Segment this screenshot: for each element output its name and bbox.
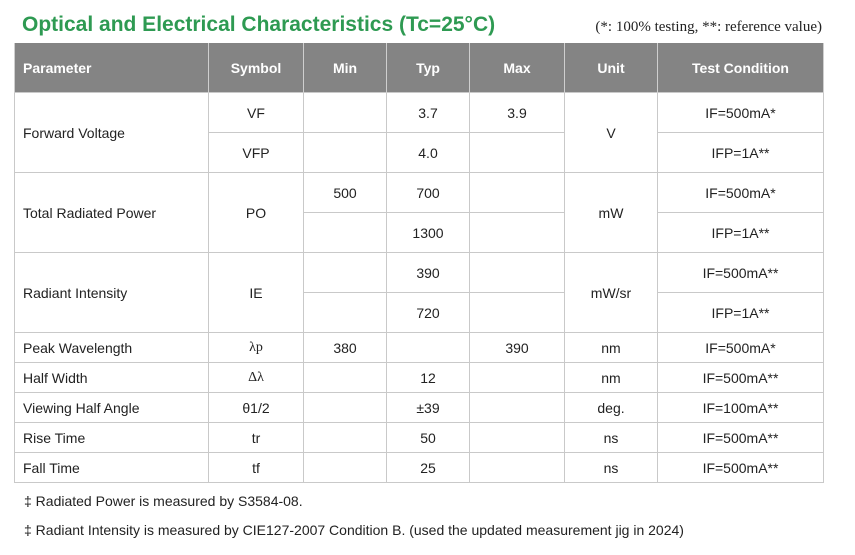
table-row: Viewing Half Angle θ1/2 ±39 deg. IF=100m… [14,392,824,423]
parameter-cell: Peak Wavelength [14,332,209,363]
symbol-cell: tr [208,422,304,453]
max-cell [469,132,565,173]
min-cell [303,212,387,253]
max-cell [469,212,565,253]
unit-cell: ns [564,422,658,453]
typ-cell: 1300 [386,212,470,253]
typ-cell: 4.0 [386,132,470,173]
table-row: Peak Wavelength λp 380 390 nm IF=500mA* [14,332,824,363]
max-cell [469,392,565,423]
min-cell [303,362,387,393]
typ-cell: 3.7 [386,92,470,133]
symbol-cell: PO [208,172,304,253]
header-typ: Typ [386,43,470,93]
max-cell [469,292,565,333]
condition-cell: IFP=1A** [657,132,824,173]
condition-cell: IF=500mA* [657,332,824,363]
condition-cell: IFP=1A** [657,292,824,333]
max-cell [469,422,565,453]
max-cell [469,172,565,213]
symbol-cell: λp [208,332,304,363]
parameter-cell: Forward Voltage [14,92,209,173]
typ-cell: 50 [386,422,470,453]
unit-cell: mW/sr [564,252,658,333]
table-row: Half Width Δλ 12 nm IF=500mA** [14,362,824,393]
typ-cell: 12 [386,362,470,393]
condition-cell: IF=500mA* [657,92,824,133]
parameter-cell: Rise Time [14,422,209,453]
min-cell: 500 [303,172,387,213]
min-cell [303,292,387,333]
max-cell [469,362,565,393]
typ-cell: 700 [386,172,470,213]
unit-cell: V [564,92,658,173]
condition-cell: IF=500mA* [657,172,824,213]
table-row: 720 IFP=1A** [15,292,824,333]
parameter-cell: Fall Time [14,452,209,483]
min-cell: 380 [303,332,387,363]
table-row: Radiant Intensity IE 390 mW/sr IF=500mA*… [14,252,824,333]
min-cell [303,422,387,453]
min-cell [303,392,387,423]
unit-cell: deg. [564,392,658,423]
condition-cell: IF=500mA** [657,452,824,483]
parameter-cell: Viewing Half Angle [14,392,209,423]
typ-cell: 390 [386,252,470,293]
table-row: Total Radiated Power PO 500 700 mW IF=50… [14,172,824,253]
symbol-cell: VF [208,92,304,133]
condition-cell: IF=500mA** [657,252,824,293]
table-row: Rise Time tr 50 ns IF=500mA** [14,422,824,453]
min-cell [303,132,387,173]
header-test-condition: Test Condition [657,43,824,93]
typ-cell: ±39 [386,392,470,423]
unit-cell: mW [564,172,658,253]
page-title: Optical and Electrical Characteristics (… [22,13,496,36]
table-header-row: Parameter Symbol Min Typ Max Unit Test C… [14,43,824,93]
max-cell [469,452,565,483]
header-symbol: Symbol [208,43,304,93]
min-cell [303,252,387,293]
typ-cell: 25 [386,452,470,483]
max-cell [469,252,565,293]
symbol-cell: Δλ [208,362,304,393]
min-cell [303,92,387,133]
characteristics-table: Parameter Symbol Min Typ Max Unit Test C… [14,43,824,483]
header-parameter: Parameter [14,43,209,93]
header-min: Min [303,43,387,93]
unit-cell: nm [564,362,658,393]
table-row: Fall Time tf 25 ns IF=500mA** [14,452,824,483]
table-row: Forward Voltage VF 3.7 3.9 V IF=500mA* [14,92,824,173]
unit-cell: nm [564,332,658,363]
condition-cell: IF=500mA** [657,362,824,393]
header-unit: Unit [564,43,658,93]
symbol-cell: tf [208,452,304,483]
min-cell [303,452,387,483]
testing-note: (*: 100% testing, **: reference value) [595,19,822,35]
condition-cell: IFP=1A** [657,212,824,253]
condition-cell: IF=500mA** [657,422,824,453]
max-cell: 390 [469,332,565,363]
symbol-cell: θ1/2 [208,392,304,423]
header-max: Max [469,43,565,93]
parameter-cell: Half Width [14,362,209,393]
typ-cell: 720 [386,292,470,333]
max-cell: 3.9 [469,92,565,133]
symbol-cell: IE [208,252,304,333]
parameter-cell: Radiant Intensity [14,252,209,333]
parameter-cell: Total Radiated Power [14,172,209,253]
unit-cell: ns [564,452,658,483]
symbol-cell: VFP [208,132,304,173]
footnote-radiant-intensity: ‡ Radiant Intensity is measured by CIE12… [24,522,684,538]
condition-cell: IF=100mA** [657,392,824,423]
footnote-radiated-power: ‡ Radiated Power is measured by S3584-08… [24,493,303,509]
typ-cell [386,332,470,363]
